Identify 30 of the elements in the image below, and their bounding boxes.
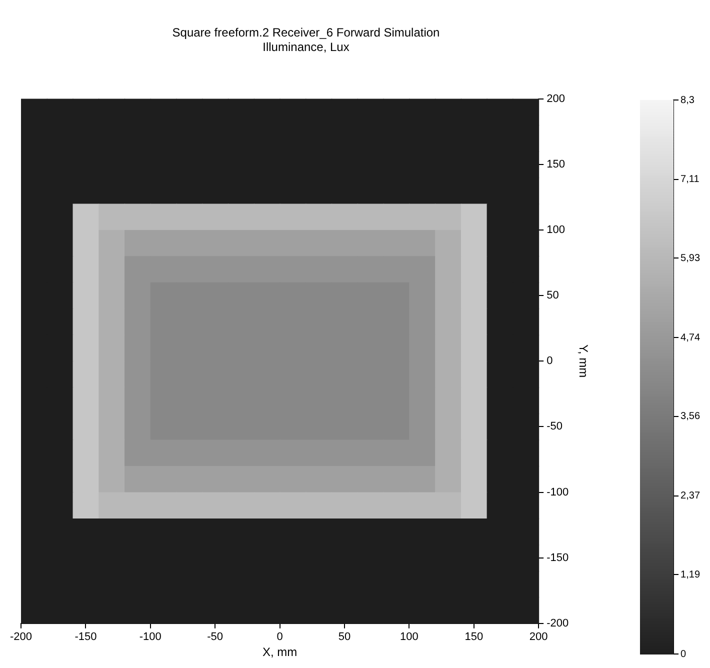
- x-tick-label: 50: [338, 631, 351, 644]
- x-tick-label: -150: [74, 631, 97, 644]
- x-tick-label: 200: [529, 631, 548, 644]
- x-tick-label: -100: [139, 631, 162, 644]
- y-tick-label: -100: [546, 486, 569, 498]
- y-tick-label: -150: [546, 552, 569, 564]
- color-bar-label: 1,19: [680, 569, 700, 580]
- x-tick-label: 100: [400, 631, 418, 644]
- x-tick-label: -50: [207, 631, 224, 644]
- color-bar-label: 0: [680, 648, 687, 660]
- y-tick-label: 50: [546, 290, 559, 302]
- y-tick-label: 200: [546, 92, 565, 105]
- y-tick-label: 0: [546, 355, 553, 368]
- chart-subtitle: Illuminance, Lux: [262, 40, 350, 54]
- x-axis-title: X, mm: [262, 645, 298, 660]
- color-bar-label: 3,56: [680, 411, 700, 422]
- color-bar-label: 8,3: [680, 94, 695, 106]
- x-tick-label: 0: [276, 631, 283, 644]
- color-bar-label: 4,74: [680, 332, 700, 344]
- color-bar-label: 7,11: [680, 174, 700, 186]
- y-tick-label: 150: [546, 158, 565, 170]
- color-bar-label: 2,37: [680, 490, 700, 502]
- x-tick-label: -200: [10, 631, 32, 644]
- y-tick-label: -200: [546, 617, 569, 630]
- y-axis-title: Y, mm: [576, 344, 590, 378]
- y-tick-label: -50: [546, 420, 562, 433]
- x-tick-label: 150: [464, 631, 484, 644]
- chart-title: Square freeform.2 Receiver_6 Forward Simulation: [172, 26, 440, 40]
- color-bar-label: 5,93: [680, 252, 700, 264]
- y-tick-label: 100: [546, 224, 565, 236]
